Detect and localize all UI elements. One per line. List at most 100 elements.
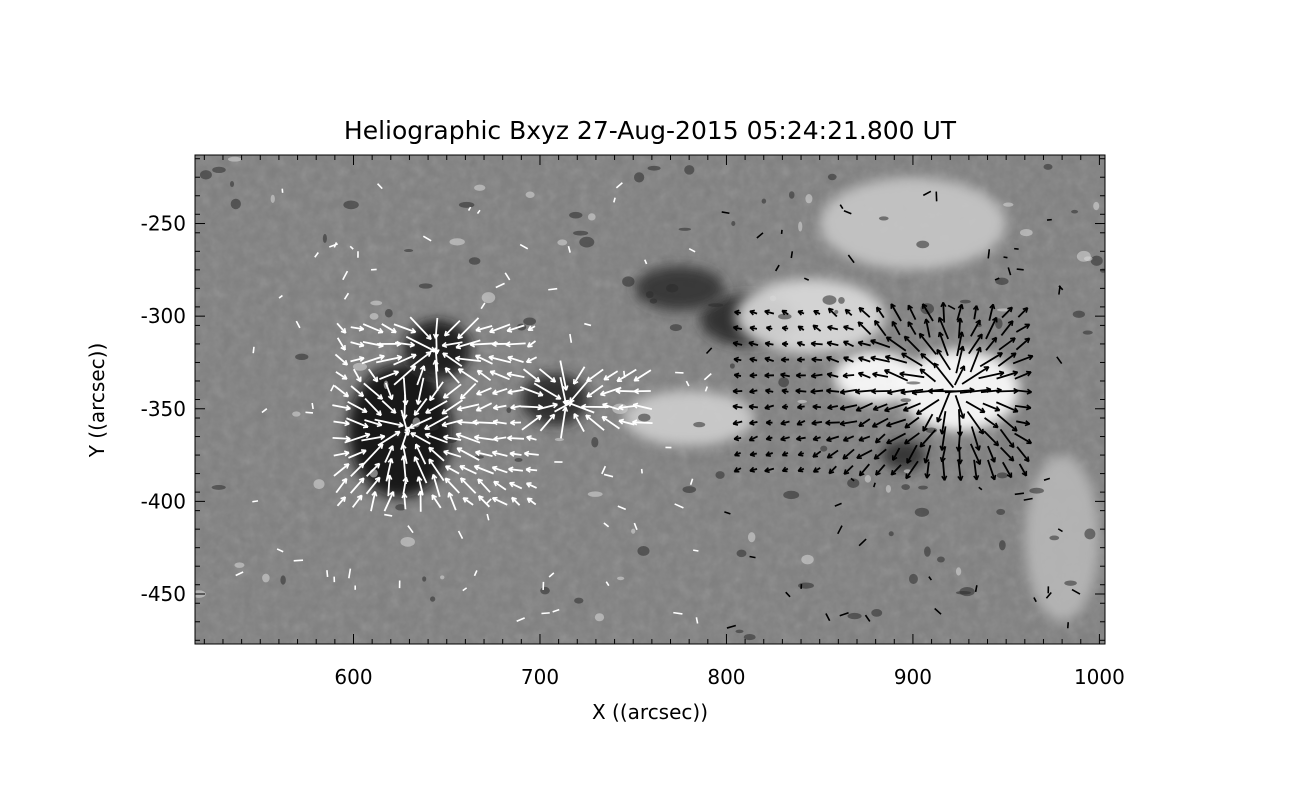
- y-axis-label: Y ((arcsec)): [85, 343, 109, 459]
- field-vector: [1002, 461, 1013, 479]
- field-vector: [447, 491, 457, 511]
- field-vector: [998, 337, 1016, 351]
- field-vector-weak: [476, 209, 481, 215]
- network-fleck-bright: [1093, 201, 1100, 211]
- field-vector: [413, 456, 428, 484]
- field-vector: [509, 450, 522, 457]
- field-vector: [1014, 388, 1033, 395]
- field-vector: [839, 420, 858, 427]
- y-tick-label: -250: [141, 212, 186, 236]
- network-fleck-bright: [474, 184, 486, 191]
- network-fleck-bright: [864, 475, 872, 483]
- field-vector: [796, 403, 805, 410]
- network-fleck-dark: [506, 407, 512, 413]
- field-vector: [839, 388, 858, 395]
- field-vector: [954, 395, 966, 420]
- field-vector: [966, 410, 985, 435]
- network-fleck-dark: [788, 191, 795, 199]
- field-vector: [1015, 337, 1031, 351]
- field-vector: [586, 384, 604, 398]
- field-vector: [732, 419, 743, 426]
- field-vector: [826, 340, 839, 347]
- field-vector: [827, 404, 839, 411]
- field-vector-weak: [1045, 591, 1052, 599]
- field-vector: [875, 464, 886, 476]
- field-vector: [781, 388, 789, 395]
- field-vector: [842, 372, 855, 379]
- field-vector: [384, 382, 394, 401]
- field-vector: [443, 434, 462, 441]
- field-vector: [364, 397, 382, 417]
- field-vector: [415, 377, 425, 406]
- field-vector: [858, 463, 871, 477]
- field-vector: [573, 413, 585, 433]
- field-vector: [409, 316, 432, 341]
- field-vector: [939, 446, 947, 463]
- field-vector: [333, 385, 350, 398]
- field-vector: [473, 434, 494, 441]
- field-vector-weak: [376, 183, 383, 190]
- field-vector: [336, 496, 347, 507]
- network-fleck-dark: [778, 313, 792, 320]
- field-vector: [416, 476, 424, 495]
- field-vector: [488, 354, 512, 364]
- field-vector: [734, 309, 741, 316]
- field-vector: [539, 413, 556, 432]
- field-vector: [996, 413, 1018, 432]
- network-fleck-dark: [422, 576, 427, 582]
- field-vector: [749, 356, 758, 363]
- field-vector: [526, 497, 537, 506]
- field-vector-weak: [473, 570, 478, 577]
- network-fleck-dark: [1072, 310, 1085, 318]
- field-vector: [858, 306, 871, 318]
- field-vector: [462, 497, 474, 506]
- field-vector-weak: [633, 522, 638, 531]
- x-tick-label: 600: [334, 665, 372, 689]
- field-vector-weak: [615, 182, 623, 189]
- field-vector: [572, 366, 586, 385]
- field-vector: [350, 341, 365, 348]
- field-vector: [505, 341, 526, 348]
- field-vector: [525, 356, 538, 364]
- positive-polarity-region: [819, 177, 1007, 270]
- field-vector: [843, 356, 854, 363]
- field-vector: [997, 352, 1017, 367]
- field-vector: [559, 360, 569, 391]
- network-fleck-dark: [871, 608, 883, 617]
- field-vector-weak: [252, 346, 255, 354]
- field-vector: [764, 467, 775, 474]
- field-vector: [443, 319, 461, 337]
- field-vector: [361, 433, 386, 442]
- network-fleck-dark: [1090, 255, 1103, 266]
- field-vector-weak: [623, 370, 626, 378]
- field-vector: [781, 450, 789, 457]
- network-fleck-dark: [1071, 209, 1079, 214]
- network-fleck-dark: [682, 486, 697, 493]
- chart-title: Heliographic Bxyz 27-Aug-2015 05:24:21.8…: [344, 116, 957, 145]
- network-fleck-dark: [1043, 163, 1053, 170]
- network-fleck-dark: [666, 284, 679, 293]
- field-vector: [733, 467, 742, 473]
- field-vector-weak: [261, 408, 268, 414]
- network-fleck-dark: [996, 472, 1009, 479]
- network-fleck-bright: [262, 573, 270, 583]
- field-vector: [857, 340, 871, 347]
- network-fleck-dark: [996, 508, 1006, 516]
- field-vector-weak: [276, 548, 284, 553]
- field-vector-weak: [858, 538, 867, 547]
- network-fleck-bright: [1019, 229, 1033, 237]
- field-vector: [890, 464, 902, 476]
- axis-ticks: [195, 155, 1105, 644]
- network-fleck-dark: [574, 597, 584, 604]
- field-vector: [632, 419, 653, 426]
- network-fleck-dark: [924, 546, 931, 557]
- field-vector: [965, 400, 986, 414]
- field-vector: [456, 447, 480, 461]
- field-vector-weak: [689, 478, 694, 485]
- field-vector-weak: [685, 380, 690, 387]
- field-vector: [956, 303, 964, 321]
- network-fleck-dark: [916, 240, 930, 249]
- field-vector: [385, 457, 394, 482]
- field-vector-weak: [548, 287, 558, 291]
- network-fleck-dark: [735, 629, 744, 634]
